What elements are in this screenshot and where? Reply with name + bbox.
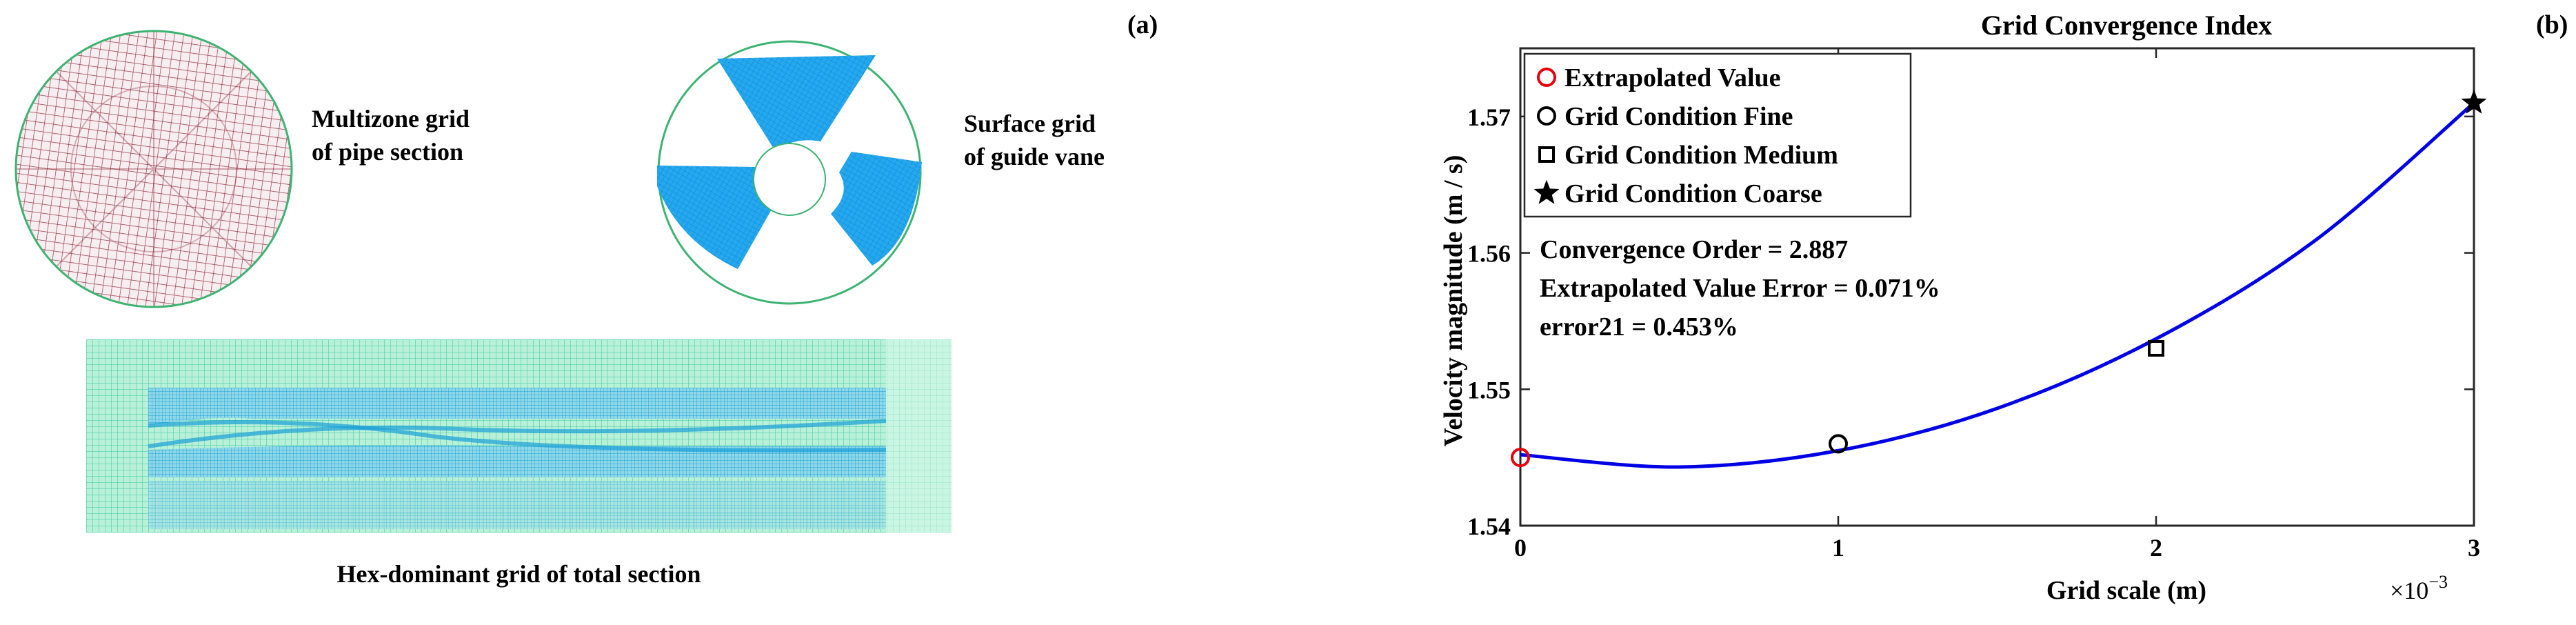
data-point-circle: [1829, 434, 1848, 454]
y-tick-label: 1.54: [1467, 513, 1511, 540]
legend-marker-square: [1538, 146, 1555, 163]
pipe-caption-line-1: Multizone grid: [312, 105, 470, 132]
plot-frame: [1519, 47, 2475, 527]
legend-label: Grid Condition Medium: [1564, 141, 1838, 170]
x-axis-label: Grid scale (m): [2046, 576, 2206, 605]
x-tick-label: 0: [1514, 534, 1527, 562]
chart-legend: Extrapolated Value Grid Condition Fine Gri…: [1523, 52, 1912, 218]
vane-caption-line-2: of guide vane: [964, 143, 1105, 170]
guide-vane-grid-image: [657, 40, 922, 305]
y-tick-label: 1.57: [1467, 103, 1511, 131]
pipe-section-grid-image: [14, 30, 293, 308]
legend-marker-star: [1533, 179, 1560, 204]
pipe-caption-line-2: of pipe section: [312, 138, 463, 166]
y-axis-label: Velocity magnitude (m / s): [1439, 155, 1468, 447]
pipe-caption: Multizone grid of pipe section: [312, 102, 470, 168]
legend-label: Grid Condition Fine: [1564, 102, 1793, 131]
panel-a-tag: (a): [1127, 10, 1158, 39]
fit-curve-line: [1520, 101, 2475, 469]
y-tick-label: 1.56: [1467, 240, 1511, 268]
chart-annotations: Convergence Order = 2.887 Extrapolated Va…: [1540, 235, 1940, 341]
x-tick-label: 2: [2150, 534, 2162, 562]
x-tick-label: 1: [1832, 534, 1844, 562]
vane-caption: Surface grid of guide vane: [964, 107, 1105, 173]
panel-b-tag: (b): [2536, 10, 2568, 39]
legend-marker-circle: [1537, 106, 1556, 126]
total-section-caption: Hex-dominant grid of total section: [336, 560, 701, 588]
x-axis-exponent-power: −3: [2428, 572, 2448, 592]
gci-chart: Grid Convergence Index Velocity magnitud…: [1439, 10, 2487, 605]
data-point-star: [2461, 89, 2487, 114]
x-axis-exponent: ×10−3: [2390, 572, 2448, 604]
data-point-circle: [1511, 448, 1530, 468]
y-tick-label: 1.55: [1467, 376, 1511, 404]
chart-title: Grid Convergence Index: [1981, 10, 2272, 41]
legend-label: Extrapolated Value: [1564, 63, 1781, 92]
annotation-line: Convergence Order = 2.887: [1540, 235, 1848, 264]
legend-marker-circle: [1537, 68, 1556, 87]
total-section-grid-image: [86, 339, 952, 533]
x-tick-label: 3: [2468, 534, 2480, 562]
annotation-line: error21 = 0.453%: [1540, 312, 1738, 341]
panel-a: (a) Multizone grid of pipe section: [0, 0, 1227, 625]
legend-label: Grid Condition Coarse: [1564, 179, 1822, 208]
vane-caption-line-1: Surface grid: [964, 110, 1096, 137]
data-point-square: [2148, 339, 2164, 357]
annotation-line: Extrapolated Value Error = 0.071%: [1540, 274, 1940, 303]
legend-box: [1523, 52, 1912, 218]
